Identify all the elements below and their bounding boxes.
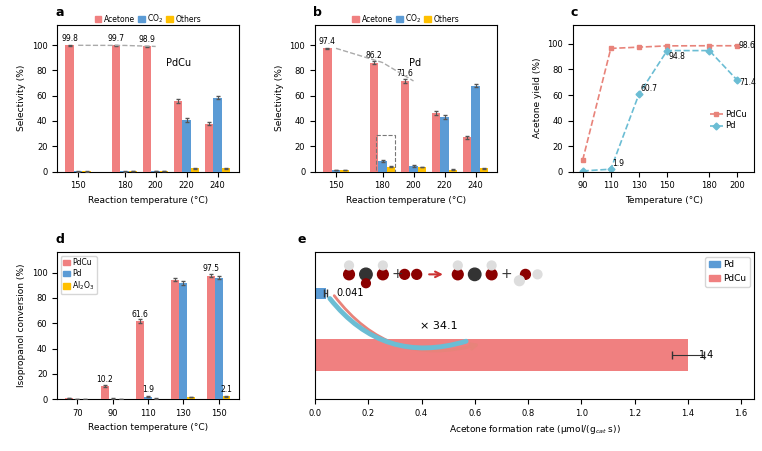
Bar — [182, 120, 191, 171]
Bar — [331, 170, 341, 171]
Bar — [471, 86, 480, 171]
Bar — [143, 46, 152, 171]
PdCu — [705, 43, 714, 48]
Y-axis label: Selectivity (%): Selectivity (%) — [275, 65, 284, 131]
Bar — [222, 168, 230, 171]
Text: 2.1: 2.1 — [220, 385, 232, 394]
Line: Pd: Pd — [580, 48, 740, 173]
Text: 1.4: 1.4 — [699, 350, 714, 360]
Bar — [66, 398, 73, 399]
Text: e: e — [297, 234, 306, 246]
Bar — [171, 280, 179, 399]
Text: 97.5: 97.5 — [202, 264, 219, 273]
Text: 61.6: 61.6 — [132, 310, 149, 319]
PdCu — [733, 43, 742, 48]
Pd — [662, 48, 671, 53]
Text: 94.8: 94.8 — [668, 52, 685, 61]
Text: 10.2: 10.2 — [96, 375, 113, 384]
PdCu — [662, 43, 671, 49]
Pd — [578, 168, 588, 174]
Text: 86.2: 86.2 — [366, 51, 383, 60]
Text: PdCu: PdCu — [166, 58, 191, 68]
Bar — [315, 288, 326, 299]
Text: 0.041: 0.041 — [337, 289, 364, 299]
PdCu — [607, 46, 616, 51]
Legend: Acetone, CO$_2$, Others: Acetone, CO$_2$, Others — [91, 9, 204, 28]
Bar — [187, 397, 195, 399]
Text: 1.9: 1.9 — [612, 160, 624, 169]
Legend: PdCu, Pd: PdCu, Pd — [707, 106, 751, 134]
Bar — [449, 170, 457, 171]
Text: a: a — [56, 6, 64, 19]
Y-axis label: Acetone yield (%): Acetone yield (%) — [533, 58, 542, 138]
Bar — [378, 161, 387, 171]
Bar — [409, 166, 418, 171]
Pd — [635, 92, 644, 97]
Text: d: d — [56, 234, 64, 246]
Text: Pd: Pd — [409, 58, 421, 68]
Bar — [213, 97, 222, 171]
Bar — [387, 166, 395, 171]
X-axis label: Acetone formation rate (μmol/(g$_{cat}$ s)): Acetone formation rate (μmol/(g$_{cat}$ … — [449, 423, 620, 437]
Text: 98.6: 98.6 — [739, 41, 756, 50]
Text: c: c — [571, 6, 578, 19]
Text: b: b — [313, 6, 322, 19]
Bar — [215, 278, 223, 399]
Bar — [315, 339, 688, 371]
Bar — [144, 397, 152, 399]
Bar — [463, 138, 471, 171]
PdCu — [578, 157, 588, 163]
Bar — [101, 386, 109, 399]
Legend: Pd, PdCu: Pd, PdCu — [705, 257, 750, 286]
Bar — [207, 276, 215, 399]
Bar — [418, 167, 426, 171]
Bar — [66, 45, 74, 171]
PdCu — [635, 45, 644, 50]
Bar — [191, 168, 200, 171]
X-axis label: Reaction temperature (°C): Reaction temperature (°C) — [88, 196, 208, 205]
Bar — [179, 283, 187, 399]
Bar — [480, 168, 488, 171]
Text: × 34.1: × 34.1 — [421, 321, 458, 331]
Bar — [401, 81, 409, 171]
X-axis label: Reaction temperature (°C): Reaction temperature (°C) — [88, 423, 208, 433]
X-axis label: Reaction temperature (°C): Reaction temperature (°C) — [346, 196, 466, 205]
Bar — [370, 63, 378, 171]
Bar — [440, 117, 449, 171]
X-axis label: Temperature (°C): Temperature (°C) — [625, 196, 703, 205]
Pd — [705, 48, 714, 53]
Pd — [607, 166, 616, 172]
Pd — [733, 78, 742, 83]
Legend: Acetone, CO$_2$, Others: Acetone, CO$_2$, Others — [349, 9, 463, 28]
Bar — [174, 101, 182, 171]
Y-axis label: Selectivity (%): Selectivity (%) — [17, 65, 26, 131]
Line: PdCu: PdCu — [580, 43, 740, 162]
Bar — [432, 113, 440, 171]
Y-axis label: Isopropanol conversion (%): Isopropanol conversion (%) — [17, 264, 26, 387]
Legend: PdCu, Pd, Al$_2$O$_3$: PdCu, Pd, Al$_2$O$_3$ — [61, 256, 97, 295]
Bar — [136, 321, 144, 399]
Text: 71.6: 71.6 — [396, 69, 414, 78]
Text: 1.9: 1.9 — [142, 385, 154, 394]
Bar — [376, 135, 395, 171]
Bar — [341, 170, 349, 171]
Text: 99.7: 99.7 — [107, 34, 125, 43]
Bar — [112, 46, 120, 171]
Text: 99.8: 99.8 — [61, 34, 78, 43]
Bar — [323, 48, 331, 171]
Text: 98.9: 98.9 — [139, 35, 155, 44]
Text: 97.4: 97.4 — [319, 37, 336, 46]
Bar — [205, 124, 213, 171]
Text: 71.4: 71.4 — [739, 78, 756, 87]
Text: 60.7: 60.7 — [640, 84, 658, 93]
Bar — [223, 396, 230, 399]
